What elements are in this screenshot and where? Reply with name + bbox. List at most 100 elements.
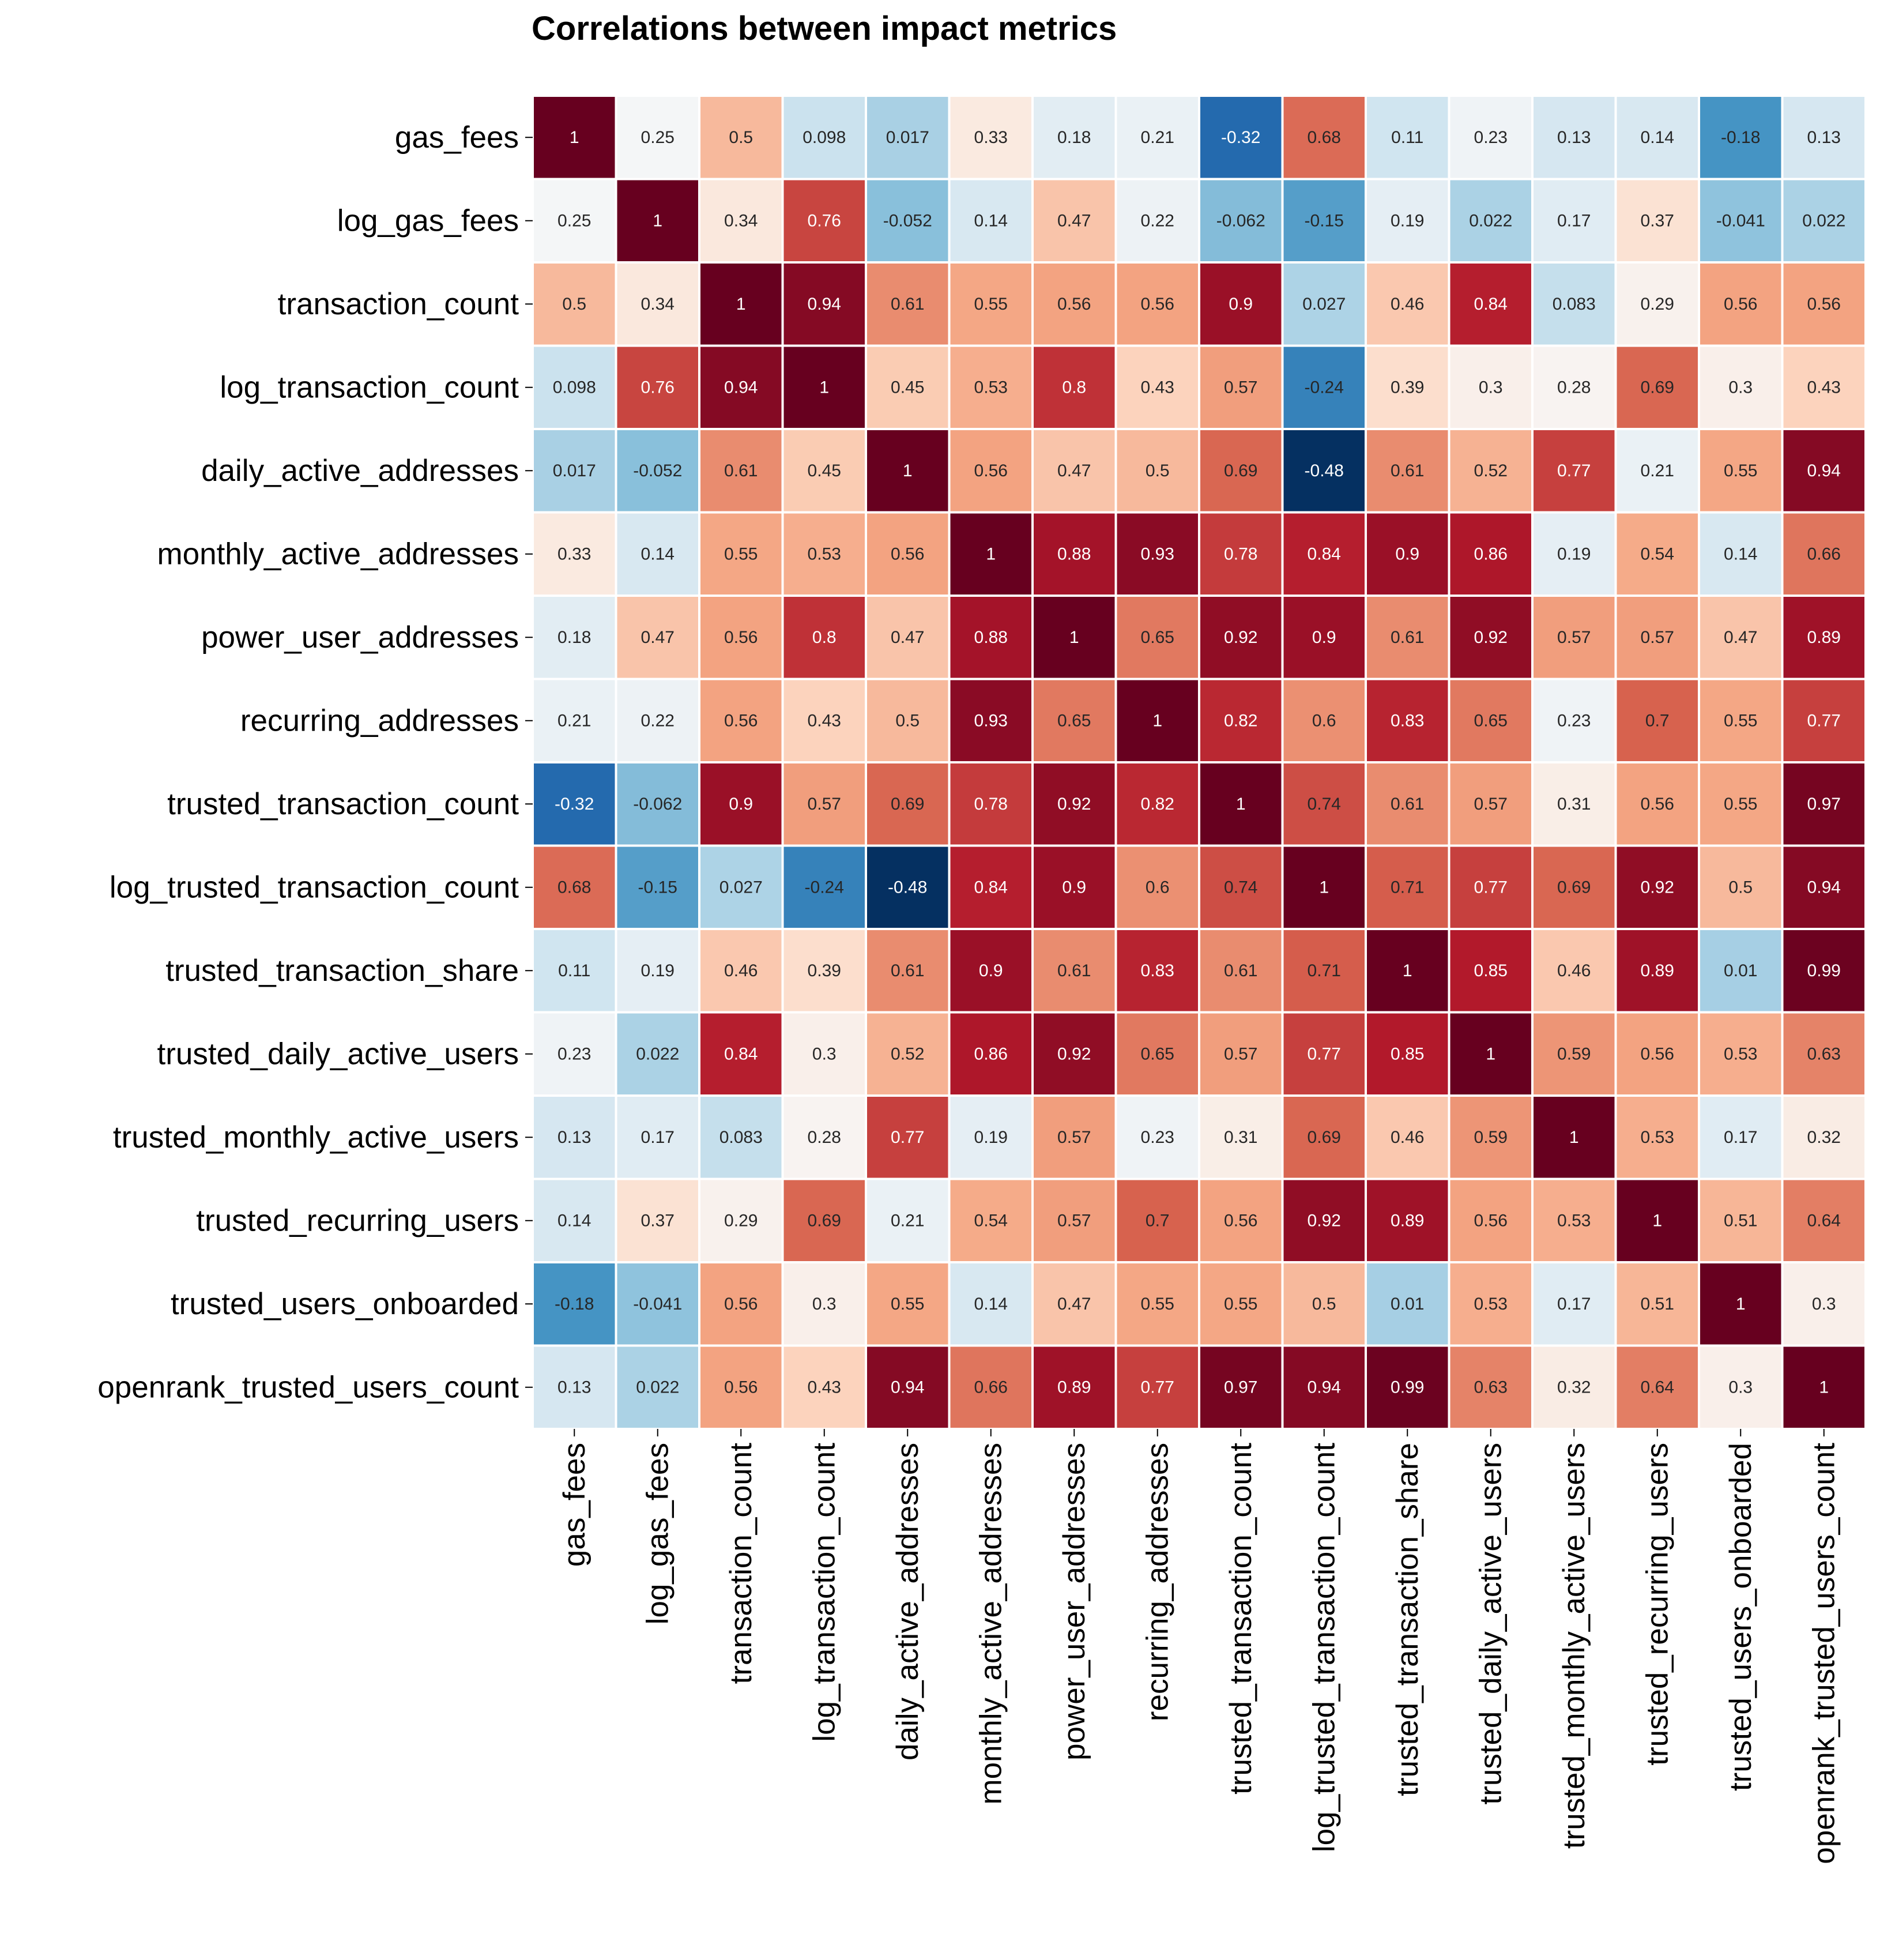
cell-value-label: 0.3 <box>812 1044 837 1063</box>
heatmap-cell-openrank-trusted-users-count-openrank-trusted-users-count <box>1781 1344 1867 1430</box>
cell-value-label: 0.022 <box>1469 211 1512 230</box>
heatmap-cell-trusted-users-onboarded-trusted-users-onboarded <box>1698 1261 1784 1347</box>
y-tick-label-trusted-transaction-share: trusted_transaction_share <box>165 954 519 988</box>
cell-value-label: 0.5 <box>1312 1295 1336 1314</box>
x-tick-label-gas-fees: gas_fees <box>557 1443 591 1567</box>
cell-value-label: 0.78 <box>974 795 1008 814</box>
heatmap-cell-trusted-monthly-active-users-transaction-count <box>698 1094 784 1180</box>
heatmap-cell-trusted-users-onboarded-transaction-count <box>698 1261 784 1347</box>
heatmap-cell-openrank-trusted-users-count-log-trusted-transaction-count <box>1281 1344 1367 1430</box>
heatmap-cell-log-transaction-count-trusted-transaction-share <box>1365 344 1450 430</box>
heatmap-cell-trusted-monthly-active-users-power-user-addresses <box>1031 1094 1117 1180</box>
cell-value-label: 0.45 <box>808 461 841 480</box>
heatmap-cell-transaction-count-trusted-transaction-count <box>1198 261 1284 347</box>
heatmap-cell-trusted-users-onboarded-recurring-addresses <box>1114 1261 1200 1347</box>
cell-value-label: 0.77 <box>1308 1044 1341 1063</box>
x-tick-label-monthly-active-addresses: monthly_active_addresses <box>974 1443 1008 1805</box>
heatmap-cell-log-transaction-count-log-transaction-count <box>781 344 867 430</box>
cell-value-label: 0.57 <box>808 795 841 814</box>
heatmap-cell-recurring-addresses-trusted-monthly-active-users <box>1531 678 1617 763</box>
cell-value-label: 0.11 <box>558 961 590 980</box>
heatmap-cell-log-trusted-transaction-count-log-gas-fees <box>615 844 700 930</box>
y-tick-label-trusted-users-onboarded: trusted_users_onboarded <box>171 1287 519 1321</box>
heatmap-cell-log-gas-fees-gas-fees <box>532 178 617 264</box>
cell-value-label: 0.89 <box>1807 628 1841 647</box>
cell-value-label: 1 <box>819 378 829 397</box>
heatmap-cell-power-user-addresses-transaction-count <box>698 595 784 680</box>
heatmap-cell-trusted-users-onboarded-log-gas-fees <box>615 1261 700 1347</box>
heatmap-cell-power-user-addresses-daily-active-addresses <box>865 595 951 680</box>
cell-value-label: 0.53 <box>1724 1044 1757 1063</box>
cell-value-label: 0.47 <box>641 628 675 647</box>
cell-value-label: 0.65 <box>1141 628 1174 647</box>
cell-value-label: 0.31 <box>1224 1128 1257 1147</box>
cell-value-label: 0.33 <box>974 128 1008 147</box>
cell-value-label: 0.56 <box>1641 795 1674 814</box>
heatmap-cell-trusted-recurring-users-log-trusted-transaction-count <box>1281 1177 1367 1263</box>
cell-value-label: 0.57 <box>1641 628 1674 647</box>
cell-value-label: 0.9 <box>1229 295 1253 314</box>
cell-value-label: 0.66 <box>974 1378 1008 1397</box>
cell-value-label: -0.18 <box>555 1295 594 1314</box>
y-tick-label-log-transaction-count: log_transaction_count <box>220 370 519 404</box>
cell-value-label: 0.97 <box>1807 795 1841 814</box>
cell-value-label: 0.28 <box>1557 378 1591 397</box>
heatmap-cell-gas-fees-gas-fees <box>532 95 617 180</box>
cell-value-label: 0.32 <box>1557 1378 1591 1397</box>
cell-value-label: 1 <box>1069 628 1079 647</box>
cell-value-label: 0.47 <box>1724 628 1757 647</box>
cell-value-label: 0.92 <box>1308 1211 1341 1230</box>
cell-value-label: 0.13 <box>557 1378 591 1397</box>
heatmap-cell-trusted-transaction-share-monthly-active-addresses <box>948 928 1034 1014</box>
heatmap-cell-recurring-addresses-trusted-recurring-users <box>1614 678 1700 763</box>
cell-value-label: 0.9 <box>1312 628 1336 647</box>
heatmap-cell-gas-fees-trusted-daily-active-users <box>1448 95 1534 180</box>
cell-value-label: 0.93 <box>974 711 1008 730</box>
cell-value-label: 0.46 <box>724 961 758 980</box>
y-tick-label-trusted-transaction-count: trusted_transaction_count <box>167 787 519 821</box>
heatmap-cell-power-user-addresses-trusted-daily-active-users <box>1448 595 1534 680</box>
cell-value-label: 0.46 <box>1557 961 1591 980</box>
cell-value-label: 0.69 <box>891 795 924 814</box>
cell-value-label: 0.53 <box>808 544 841 563</box>
heatmap-cell-power-user-addresses-trusted-monthly-active-users <box>1531 595 1617 680</box>
cell-value-label: 0.56 <box>724 1378 758 1397</box>
heatmap-cell-gas-fees-recurring-addresses <box>1114 95 1200 180</box>
heatmap-cell-power-user-addresses-log-gas-fees <box>615 595 700 680</box>
heatmap-cell-trusted-monthly-active-users-recurring-addresses <box>1114 1094 1200 1180</box>
cell-value-label: 1 <box>736 295 746 314</box>
heatmap-cell-log-transaction-count-monthly-active-addresses <box>948 344 1034 430</box>
heatmap-cell-trusted-users-onboarded-trusted-transaction-count <box>1198 1261 1284 1347</box>
heatmap-cell-gas-fees-trusted-monthly-active-users <box>1531 95 1617 180</box>
heatmap-cell-trusted-transaction-share-trusted-users-onboarded <box>1698 928 1784 1014</box>
heatmap-cell-trusted-recurring-users-gas-fees <box>532 1177 617 1263</box>
cell-value-label: 1 <box>1819 1378 1829 1397</box>
y-tick-label-daily-active-addresses: daily_active_addresses <box>201 454 519 488</box>
heatmap-cell-recurring-addresses-trusted-transaction-share <box>1365 678 1450 763</box>
heatmap-cell-trusted-monthly-active-users-trusted-recurring-users <box>1614 1094 1700 1180</box>
cell-value-label: 0.61 <box>1391 795 1424 814</box>
heatmap-cell-daily-active-addresses-recurring-addresses <box>1114 428 1200 514</box>
cell-value-label: 0.92 <box>1641 878 1674 897</box>
cell-value-label: 0.56 <box>974 461 1008 480</box>
y-tick-label-trusted-daily-active-users: trusted_daily_active_users <box>157 1037 519 1071</box>
cell-value-label: -0.24 <box>805 878 844 897</box>
heatmap-cell-trusted-transaction-share-power-user-addresses <box>1031 928 1117 1014</box>
x-tick-label-log-transaction-count: log_transaction_count <box>807 1443 841 1742</box>
cell-value-label: 0.14 <box>974 211 1008 230</box>
cell-value-label: 0.69 <box>1557 878 1591 897</box>
cell-value-label: 1 <box>570 128 579 147</box>
heatmap-cell-openrank-trusted-users-count-recurring-addresses <box>1114 1344 1200 1430</box>
cell-value-label: 1 <box>1652 1211 1662 1230</box>
cell-value-label: 0.083 <box>719 1128 763 1147</box>
y-tick-label-monthly-active-addresses: monthly_active_addresses <box>157 537 519 571</box>
x-tick-label-openrank-trusted-users-count: openrank_trusted_users_count <box>1807 1443 1841 1864</box>
cell-value-label: 0.71 <box>1308 961 1341 980</box>
heatmap-cell-trusted-transaction-share-recurring-addresses <box>1114 928 1200 1014</box>
y-tick-label-log-gas-fees: log_gas_fees <box>337 204 519 238</box>
y-tick-label-gas-fees: gas_fees <box>395 121 519 155</box>
cell-value-label: 0.5 <box>1146 461 1170 480</box>
heatmap-cell-log-trusted-transaction-count-trusted-users-onboarded <box>1698 844 1784 930</box>
cell-value-label: 0.027 <box>719 878 763 897</box>
